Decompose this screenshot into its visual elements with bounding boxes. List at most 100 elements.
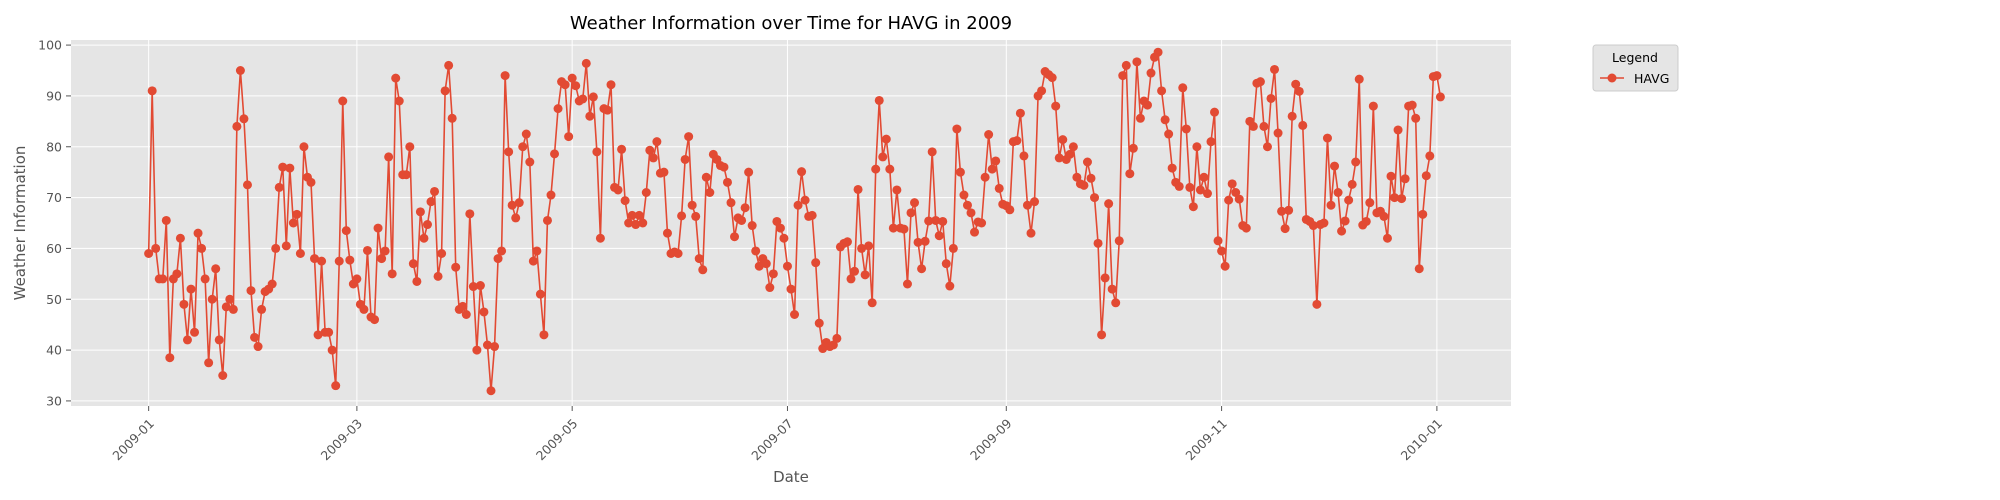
data-point (1287, 111, 1297, 121)
data-point (190, 327, 200, 337)
data-point (380, 246, 390, 256)
data-point (412, 276, 422, 286)
data-point (1432, 71, 1442, 81)
data-point (338, 96, 348, 106)
data-point (638, 218, 648, 228)
data-point (899, 224, 909, 234)
data-point (747, 221, 757, 231)
data-point (945, 281, 955, 291)
data-point (588, 92, 598, 102)
data-point (1054, 153, 1064, 163)
data-point (881, 134, 891, 144)
x-tick-label: 2010-01 (1398, 416, 1446, 464)
data-point (938, 216, 948, 226)
data-point (1337, 226, 1347, 236)
data-point (288, 218, 298, 228)
data-point (645, 145, 655, 155)
data-point (782, 261, 792, 271)
data-point (1312, 299, 1322, 309)
data-point (1100, 273, 1110, 283)
data-point (885, 164, 895, 174)
chart-title: Weather Information over Time for HAVG i… (570, 13, 1012, 34)
data-point (511, 213, 521, 223)
data-point (331, 381, 341, 391)
data-point (1270, 64, 1280, 74)
data-point (490, 342, 500, 352)
data-point (980, 172, 990, 182)
data-point (1259, 121, 1269, 131)
data-point (1248, 121, 1258, 131)
data-point (1015, 108, 1025, 118)
data-point (828, 340, 838, 350)
data-point (377, 254, 387, 264)
data-point (726, 198, 736, 208)
data-point (1181, 124, 1191, 134)
data-point (673, 249, 683, 258)
data-point (214, 335, 224, 345)
data-point (514, 198, 524, 208)
data-point (1107, 284, 1117, 294)
data-point (528, 256, 538, 266)
data-point (1104, 199, 1114, 209)
data-point (250, 332, 260, 342)
data-point (888, 223, 898, 233)
data-point (1026, 228, 1036, 238)
data-point (1393, 125, 1403, 135)
data-point (384, 152, 394, 162)
data-point (1051, 101, 1061, 111)
data-point (878, 152, 888, 162)
data-point (246, 286, 256, 296)
data-point (394, 96, 404, 106)
data-point (482, 340, 492, 350)
data-point (221, 302, 231, 312)
data-point (334, 256, 344, 266)
data-point (161, 215, 171, 225)
data-point (959, 190, 969, 200)
data-point (864, 241, 874, 251)
y-tick-label: 70 (46, 190, 62, 205)
data-point (468, 282, 478, 292)
data-point (341, 226, 351, 236)
data-point (641, 188, 651, 197)
data-point (634, 210, 644, 220)
data-point (1361, 216, 1371, 226)
data-point (239, 114, 249, 124)
data-point (1330, 161, 1340, 171)
data-point (1298, 120, 1308, 130)
y-tick-label: 80 (46, 139, 62, 154)
data-point (811, 258, 821, 268)
data-point (564, 132, 574, 142)
legend-entry-havg: HAVG (1634, 71, 1669, 86)
y-tick-label: 30 (46, 393, 62, 408)
data-point (931, 215, 941, 225)
data-point (701, 172, 711, 182)
data-point (373, 223, 383, 233)
data-point (906, 208, 916, 218)
data-point (1435, 92, 1445, 102)
data-point (698, 265, 708, 275)
data-point (744, 167, 754, 177)
data-point (934, 231, 944, 241)
data-point (952, 124, 962, 134)
data-point (1354, 74, 1364, 84)
data-point (902, 279, 912, 289)
data-point (1407, 100, 1417, 110)
data-point (352, 274, 362, 284)
data-point (1347, 179, 1357, 189)
data-point (740, 203, 750, 213)
data-point (1224, 195, 1234, 205)
data-point (345, 255, 355, 265)
data-point (218, 371, 228, 380)
data-point (1319, 218, 1329, 228)
data-point (920, 236, 930, 246)
data-point (941, 259, 951, 269)
data-point (1037, 86, 1047, 96)
data-point (962, 200, 972, 210)
data-point (1058, 135, 1068, 145)
data-point (535, 289, 545, 299)
data-point (832, 333, 842, 343)
data-point (1167, 163, 1177, 173)
data-point (225, 294, 235, 304)
data-point (151, 243, 161, 253)
data-point (1217, 246, 1227, 256)
